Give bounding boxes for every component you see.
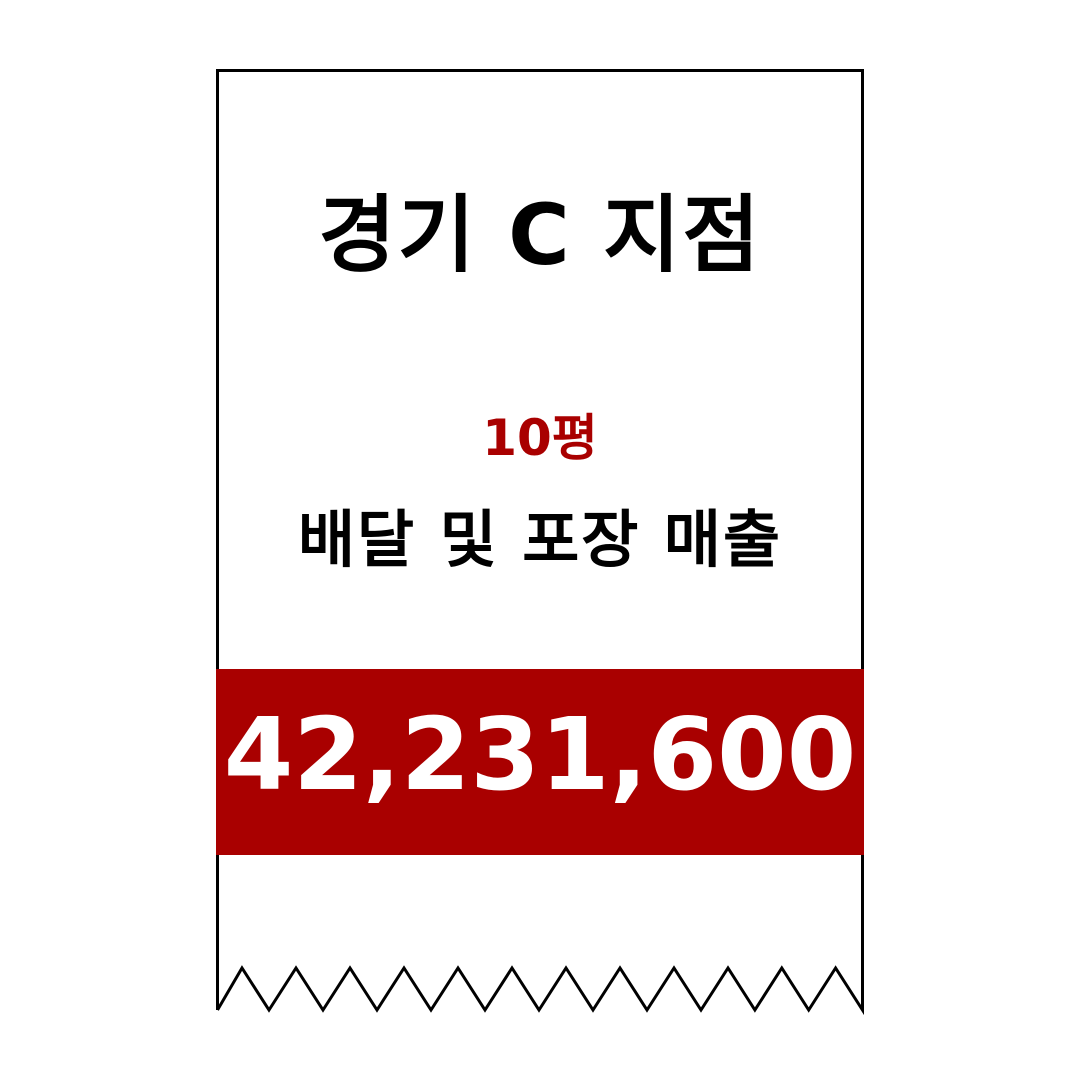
store-name: 경기 C 지점 (318, 186, 762, 284)
sales-caption: 배달 및 포장 매출 (297, 503, 783, 576)
receipt-card: 경기 C 지점 10평 배달 및 포장 매출 42,231,600 (216, 69, 864, 1016)
amount-band: 42,231,600 (216, 669, 864, 855)
sales-amount: 42,231,600 (223, 696, 857, 813)
store-area: 10평 (482, 409, 598, 467)
